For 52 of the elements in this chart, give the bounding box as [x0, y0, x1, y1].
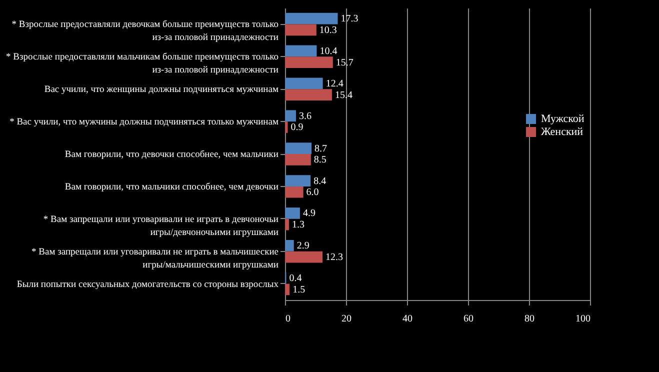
bar [285, 154, 311, 166]
data-label: 8.5 [314, 154, 326, 166]
data-label: 4.9 [302, 208, 316, 220]
y-tick-label: * Вам запрещали или уговаривали не играть в мальчишеские игры/мальчишескими игрушками [32, 247, 278, 270]
data-label: 12.3 [326, 252, 344, 264]
y-tick-label: * Вам запрещали или уговаривали не играть в девчоночьи игры/девчоночьими игрушками [43, 214, 278, 238]
data-label: 15.7 [336, 57, 354, 68]
y-tick-label: * Вас учили, что мужчины должны подчиняться только мужчинам [10, 118, 278, 128]
legend-label: Женский [541, 126, 584, 138]
bar [285, 45, 317, 57]
x-tick-label: 100 [576, 314, 590, 324]
bar [285, 251, 323, 263]
bar [285, 218, 289, 230]
bar [285, 208, 300, 219]
y-tick-label: Вас учили, что женщины должны подчиняться мужчинам [44, 85, 278, 96]
x-tick-label: 0 [286, 314, 290, 324]
data-label: 15.4 [334, 90, 352, 101]
y-tick-label: Были попытки сексуальных домогательств со стороны взрослых [16, 280, 279, 290]
y-tick-label: Вам говорили, что девочки способнее, чем мальчики [64, 150, 278, 160]
data-label: 17.3 [340, 14, 358, 25]
bar [285, 78, 323, 90]
data-label: 0.4 [289, 273, 302, 284]
data-label: 0.9 [290, 122, 304, 134]
data-label: 6.0 [306, 187, 319, 198]
bar [285, 24, 316, 36]
data-label: 8.7 [314, 143, 328, 154]
x-tick-label: 40 [402, 314, 412, 324]
x-tick-label: 20 [342, 314, 352, 324]
data-label: 1.5 [292, 284, 306, 296]
data-label: 1.3 [292, 220, 304, 231]
bar [285, 12, 338, 24]
bar [285, 240, 294, 252]
bar [285, 142, 312, 154]
bar [285, 284, 290, 296]
bar [285, 186, 304, 198]
y-tick-label: Вам говорили, что мальчики способнее, чем девочки [64, 182, 278, 192]
data-label: 8.4 [314, 176, 326, 187]
x-tick-label: 80 [524, 314, 534, 324]
data-label: 10.3 [319, 24, 337, 36]
bar [285, 56, 333, 68]
y-tick-label: * Взрослые предоставляли мальчикам больше преимуществ только из-за половой принадлежности [6, 52, 279, 76]
bar [285, 89, 332, 100]
data-label: 3.6 [298, 110, 312, 122]
legend-label: Мужской [541, 113, 584, 125]
data-label: 10.4 [320, 46, 338, 57]
bar [285, 122, 288, 133]
x-tick-label: 60 [464, 314, 474, 324]
y-tick-label: * Взрослые предоставляли девочкам больше преимуществ только из-за половой принадлежности [12, 20, 279, 44]
data-label: 2.9 [296, 240, 310, 252]
bar [285, 110, 296, 122]
bar [285, 175, 311, 186]
data-label: 12.4 [326, 78, 344, 90]
